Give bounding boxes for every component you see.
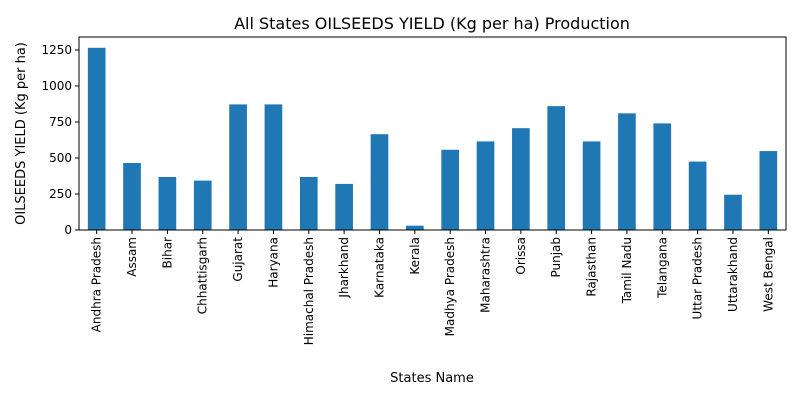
x-tick-label-uttarakhand: Uttarakhand xyxy=(726,237,740,312)
bar-punjab xyxy=(547,106,566,230)
bar-himachal-pradesh xyxy=(299,176,318,230)
x-tick-label-gujarat: Gujarat xyxy=(231,237,245,282)
x-tick-label-uttar-pradesh: Uttar Pradesh xyxy=(691,237,705,319)
y-tick-label-250: 250 xyxy=(49,187,72,201)
x-tick-label-tamil-nadu: Tamil Nadu xyxy=(620,237,634,304)
bar-assam xyxy=(123,163,141,230)
bar-bihar xyxy=(158,176,177,230)
bar-telangana xyxy=(653,123,672,230)
bar-west-bengal xyxy=(759,151,778,230)
plot-frame xyxy=(78,36,787,231)
x-tick-label-west-bengal: West Bengal xyxy=(761,237,775,312)
x-tick-label-orissa: Orissa xyxy=(514,237,528,275)
y-tick-label-500: 500 xyxy=(49,151,72,165)
bar-tamil-nadu xyxy=(618,113,636,230)
bar-chhattisgarh xyxy=(193,180,212,230)
x-tick-label-telangana: Telangana xyxy=(655,237,669,299)
x-tick-label-madhya-pradesh: Madhya Pradesh xyxy=(443,237,457,336)
bar-karnataka xyxy=(370,134,389,230)
x-tick-label-maharashtra: Maharashtra xyxy=(479,237,493,313)
x-tick-label-kerala: Kerala xyxy=(408,237,422,275)
bar-maharashtra xyxy=(476,141,495,230)
x-tick-label-andhra-pradesh: Andhra Pradesh xyxy=(90,237,104,332)
bar-uttar-pradesh xyxy=(688,161,707,230)
bars-group xyxy=(87,47,778,230)
x-tick-label-jharkhand: Jharkhand xyxy=(337,237,351,299)
chart-title: All States OILSEEDS YIELD (Kg per ha) Pr… xyxy=(234,14,630,33)
bar-gujarat xyxy=(229,104,247,230)
bar-haryana xyxy=(264,104,283,230)
x-tick-label-himachal-pradesh: Himachal Pradesh xyxy=(302,237,316,345)
x-tick-label-rajasthan: Rajasthan xyxy=(585,237,599,297)
x-axis-label: States Name xyxy=(390,371,474,386)
x-tick-label-punjab: Punjab xyxy=(549,237,563,278)
x-axis: Andhra Pradesh Assam Bihar Chhattisgarh Guja… xyxy=(90,230,775,345)
y-axis: 0 250 500 750 1000 1250 xyxy=(41,43,79,237)
bar-andhra-pradesh xyxy=(87,47,106,230)
x-tick-label-bihar: Bihar xyxy=(160,237,174,269)
bar-rajasthan xyxy=(582,141,601,230)
bar-madhya-pradesh xyxy=(441,149,460,230)
bar-kerala xyxy=(405,225,424,230)
x-tick-label-assam: Assam xyxy=(125,237,139,277)
bar-uttarakhand xyxy=(724,194,742,230)
x-tick-label-chhattisgarh: Chhattisgarh xyxy=(196,237,210,314)
y-tick-label-0: 0 xyxy=(64,223,72,237)
y-axis-label: OILSEEDS YIELD (Kg per ha) xyxy=(14,42,29,225)
y-tick-label-750: 750 xyxy=(49,115,72,129)
y-tick-label-1250: 1250 xyxy=(41,43,72,57)
y-tick-label-1000: 1000 xyxy=(41,79,72,93)
bar-orissa xyxy=(512,128,530,230)
x-tick-label-haryana: Haryana xyxy=(266,237,280,288)
bar-jharkhand xyxy=(335,183,353,230)
x-tick-label-karnataka: Karnataka xyxy=(372,237,386,298)
